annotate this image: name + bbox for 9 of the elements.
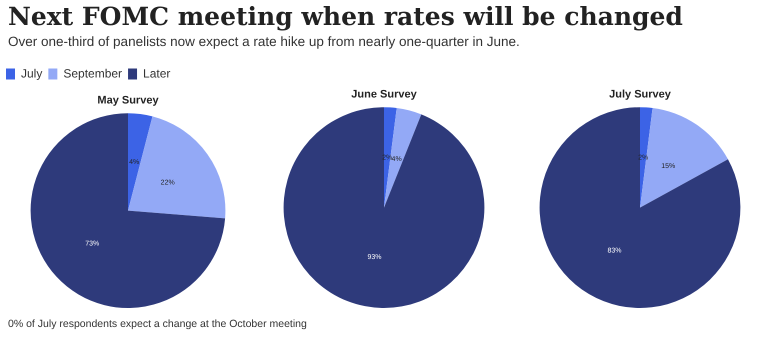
legend-label: September	[63, 66, 122, 80]
chart-title: July Survey	[609, 88, 672, 101]
legend-label: Later	[143, 66, 170, 80]
chart-title: June Survey	[351, 88, 418, 101]
text: Over one-third of panelists now expect a rate hike up from nearly one-quarter in June.	[8, 34, 521, 49]
text: 0% of July respondents expect a change at the October meeting	[8, 318, 307, 330]
text: Next FOMC meeting when rates will be changed	[8, 2, 683, 31]
legend-label: July	[21, 66, 42, 80]
text: May Survey	[97, 94, 160, 107]
